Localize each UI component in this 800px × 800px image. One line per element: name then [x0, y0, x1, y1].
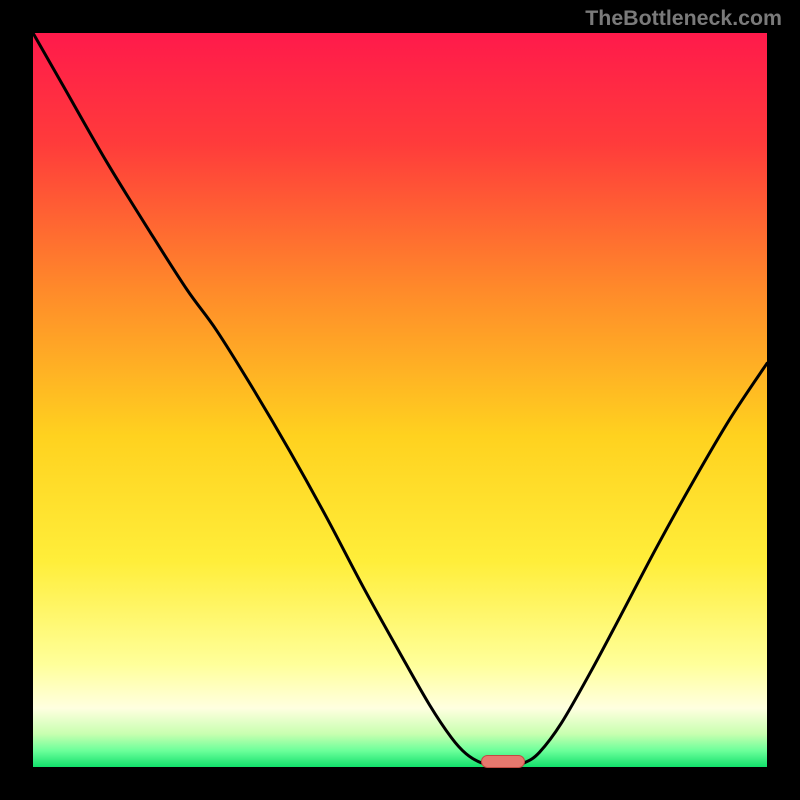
optimal-point-marker	[481, 755, 525, 768]
chart-plot-area	[33, 33, 767, 767]
bottleneck-curve	[33, 33, 767, 766]
chart-curve-layer	[33, 33, 767, 767]
watermark-text: TheBottleneck.com	[585, 6, 782, 31]
